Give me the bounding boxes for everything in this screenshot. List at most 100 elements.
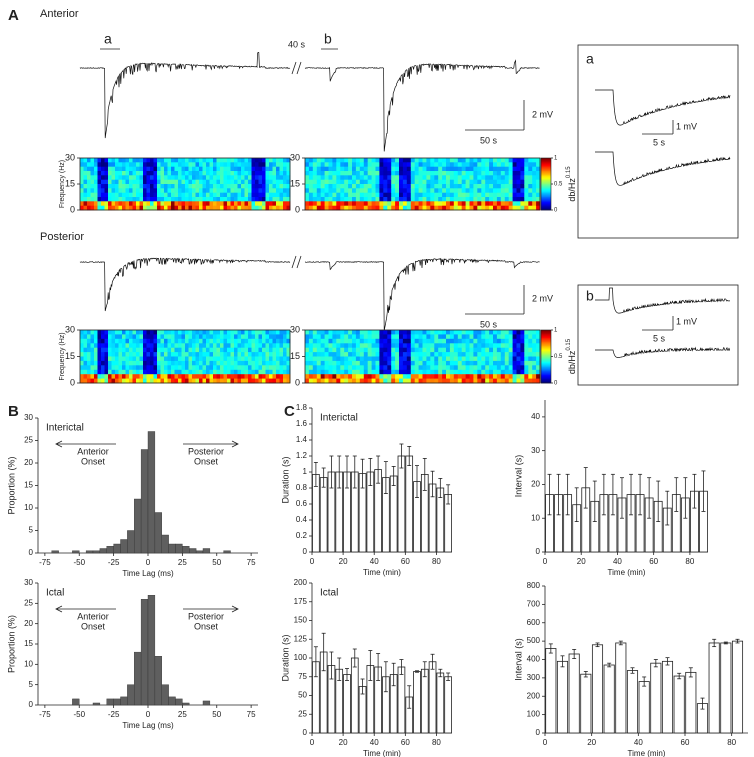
spectrogram-cell — [395, 179, 400, 185]
spectrogram-cell — [118, 347, 123, 353]
spectrogram-cell — [199, 365, 203, 371]
spectrogram-cell — [129, 179, 133, 185]
spectrogram-cell — [332, 334, 337, 340]
spectrogram-cell — [375, 369, 380, 375]
spectrogram-cell — [387, 192, 392, 198]
spectrogram-cell — [410, 192, 416, 198]
spectrogram-cell — [83, 197, 88, 202]
spectrogram-cell — [312, 179, 318, 185]
spectrogram-cell — [94, 352, 98, 357]
spectrogram-cell — [227, 365, 231, 371]
spectrogram-cell — [512, 338, 517, 344]
annotation: Anterior — [77, 446, 109, 456]
spectrogram-cell — [500, 365, 506, 371]
spectrogram-cell — [473, 330, 478, 335]
error-bar — [368, 457, 373, 487]
x-tick-label: 40 — [634, 738, 643, 747]
spectrogram-cell — [312, 171, 318, 176]
spectrogram-cell — [97, 356, 102, 362]
spectrogram-cell — [528, 374, 533, 379]
spectrogram-cell — [286, 184, 291, 189]
spectrogram-cell — [406, 184, 412, 189]
spectrogram-cell — [265, 175, 270, 180]
spectrogram-cell — [136, 378, 140, 384]
error-bar — [701, 470, 706, 512]
spectrogram-cell — [178, 352, 182, 357]
spectrogram-cell — [206, 166, 210, 172]
spectrogram-cell — [387, 360, 392, 366]
spectrogram-cell — [139, 158, 144, 163]
spectrogram-cell — [248, 369, 252, 375]
spectrogram-cell — [500, 192, 506, 198]
spectrogram-cell — [332, 338, 337, 344]
x-tick-label: 75 — [247, 558, 256, 567]
spectrogram-cell — [410, 205, 416, 211]
spectrogram-cell — [308, 369, 314, 375]
colorbar-cell — [541, 208, 551, 211]
error-bar — [352, 455, 357, 489]
spectrogram-cell — [453, 338, 459, 344]
spectrogram-cell — [379, 374, 384, 379]
arrow — [183, 605, 239, 613]
colorbar-cell — [541, 379, 551, 381]
spectrogram-cell — [465, 338, 470, 344]
spectrogram-cell — [410, 171, 416, 176]
spectrogram-cell — [213, 347, 217, 353]
bar — [140, 599, 149, 706]
spectrogram-cell — [324, 365, 329, 371]
spectrogram-cell — [348, 158, 353, 163]
spectrogram-cell — [241, 334, 245, 340]
spectrogram-cell — [153, 356, 158, 362]
spectrogram-cell — [434, 334, 439, 340]
spectrogram-cell — [209, 365, 214, 371]
spectrogram-cell — [402, 205, 408, 211]
spectrogram-cell — [237, 356, 242, 362]
spectrogram-cell — [185, 158, 189, 163]
spectrogram-cell — [265, 179, 270, 185]
spectrogram-cell — [422, 205, 427, 211]
spectrogram-cell — [332, 365, 337, 371]
spectrogram-cell — [446, 378, 451, 384]
spectrogram-cell — [150, 365, 154, 371]
spectrogram-cell — [87, 365, 91, 371]
spectrogram-cell — [146, 192, 151, 198]
spectrogram-cell — [387, 343, 392, 349]
spectrogram-cell — [340, 356, 345, 362]
spectrogram-cell — [434, 175, 439, 180]
spectrogram-cell — [355, 201, 361, 206]
spectrogram-cell — [283, 201, 287, 206]
spectrogram-cell — [355, 188, 361, 193]
spectrogram-cell — [305, 166, 310, 172]
bar — [444, 676, 452, 734]
spectrogram-cell — [209, 166, 214, 172]
spectrogram-cell — [406, 179, 412, 185]
spectrogram-cell — [167, 201, 172, 206]
spectrogram-cell — [90, 197, 95, 202]
spectrogram-cell — [399, 369, 404, 375]
error-bar — [674, 477, 679, 512]
error-bar — [313, 646, 318, 678]
spectrogram-cell — [213, 343, 217, 349]
spectrogram-cell — [286, 338, 291, 344]
spectrogram-cell — [348, 356, 353, 362]
spectrogram-cell — [399, 343, 404, 349]
spectrogram-cell — [387, 197, 392, 202]
bar — [319, 477, 328, 553]
scale-bar — [465, 100, 525, 315]
spectrogram-cell — [199, 338, 203, 344]
spectrogram-cell — [283, 330, 287, 335]
spectrogram-cell — [94, 175, 98, 180]
spectrogram-cell — [308, 184, 314, 189]
spectrogram-cell — [457, 184, 463, 189]
spectrogram-cell — [265, 330, 270, 335]
spectrogram-cell — [101, 343, 105, 349]
spectrogram-cell — [320, 201, 325, 206]
spectrogram-cell — [255, 343, 259, 349]
spectrogram-cell — [192, 365, 196, 371]
spectrogram-cell — [430, 192, 435, 198]
spectrogram-cell — [410, 162, 416, 167]
spectrogram-cell — [422, 338, 427, 344]
spectrogram-cell — [371, 352, 376, 357]
spectrogram-cell — [316, 192, 322, 198]
spectrogram-cell — [430, 158, 435, 163]
